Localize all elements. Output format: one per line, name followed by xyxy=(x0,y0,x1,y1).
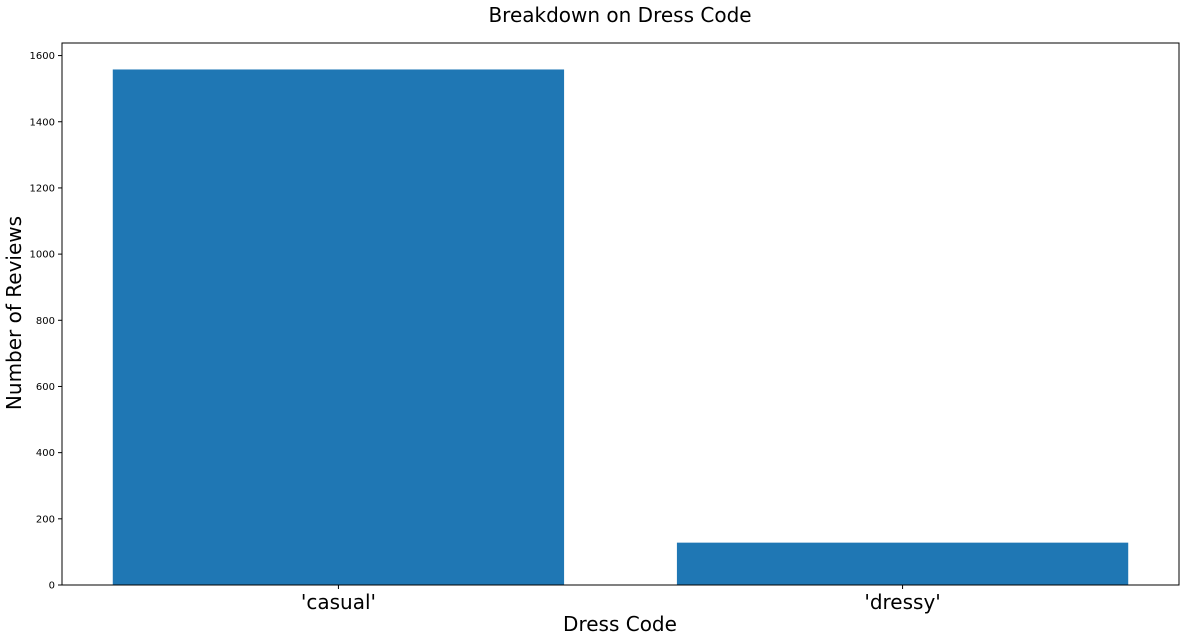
x-axis-label: Dress Code xyxy=(563,612,677,636)
y-axis-label: Number of Reviews xyxy=(2,216,26,410)
y-tick-label: 200 xyxy=(36,514,55,525)
y-tick-label: 1000 xyxy=(30,250,55,261)
bar-casual xyxy=(112,69,565,585)
y-axis: 0 200 400 600 800 1000 1200 1400 1600 xyxy=(30,51,62,592)
plot-frame xyxy=(61,42,1180,586)
chart-title: Breakdown on Dress Code xyxy=(488,3,751,27)
plot-area xyxy=(112,69,1129,585)
y-tick-label: 1400 xyxy=(30,117,55,128)
bar-dressy xyxy=(676,542,1129,585)
x-axis: 'casual' 'dressy' xyxy=(301,585,941,614)
y-tick-label: 0 xyxy=(49,581,55,592)
x-tick-label: 'casual' xyxy=(301,590,376,614)
y-tick-label: 400 xyxy=(36,448,55,459)
y-tick-label: 1600 xyxy=(30,51,55,62)
y-tick-label: 1200 xyxy=(30,183,55,194)
y-tick-label: 800 xyxy=(36,316,55,327)
y-tick-label: 600 xyxy=(36,382,55,393)
x-tick-label: 'dressy' xyxy=(864,590,940,614)
